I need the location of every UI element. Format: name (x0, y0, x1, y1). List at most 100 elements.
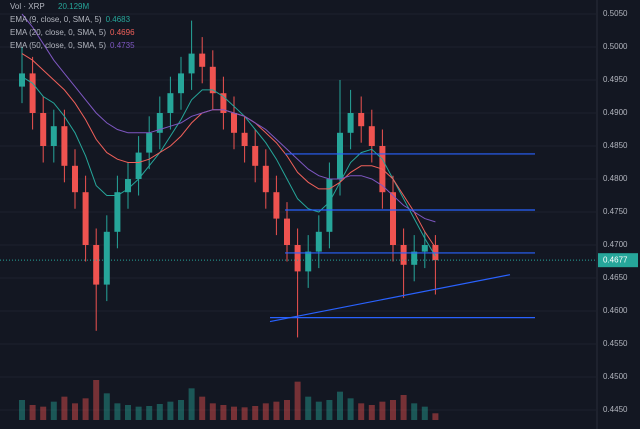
candle-body (156, 113, 163, 133)
y-tick-label: 0.4450 (603, 405, 628, 414)
ema-line (21, 76, 436, 257)
candle-body (114, 192, 121, 232)
candle-body (82, 192, 89, 245)
volume-bar (231, 406, 237, 420)
volume-bar (241, 407, 248, 420)
volume (19, 380, 439, 420)
candle-body (29, 73, 36, 113)
volume-bar (199, 396, 206, 420)
volume-bar (284, 400, 290, 420)
volume-bar (209, 403, 216, 420)
volume-bar (315, 401, 322, 420)
candle-body (40, 113, 47, 146)
legend-value: 0.4683 (106, 15, 131, 24)
candle-body (284, 218, 290, 245)
legend-value: 0.4696 (110, 28, 135, 37)
ema-line (21, 13, 436, 223)
candle-body (368, 126, 375, 146)
candle-body (273, 192, 280, 219)
volume-bar (167, 401, 174, 420)
volume-bar (40, 406, 47, 420)
candle-body (220, 93, 227, 113)
candle-body (252, 146, 259, 166)
legend-entry: EMA (9, close, 0, SMA, 5) (10, 15, 102, 24)
candle-body (347, 113, 354, 133)
volume-bar (400, 395, 407, 420)
candle-body (125, 179, 131, 193)
candle-body (358, 113, 365, 127)
y-tick-label: 0.4600 (603, 306, 628, 315)
volume-bar (347, 398, 354, 420)
volume-bar (82, 398, 89, 420)
candle-body (61, 126, 68, 166)
y-tick-label: 0.5050 (603, 9, 628, 18)
y-tick-label: 0.4750 (603, 207, 628, 216)
candle-body (241, 132, 248, 146)
candle-body (199, 53, 206, 67)
legend: Vol · XRP 20.129M EMA (9, close, 0, SMA,… (10, 2, 135, 50)
candle-body (103, 231, 110, 285)
y-tick-label: 0.4700 (603, 240, 628, 249)
legend-vol: Vol · XRP (10, 2, 45, 11)
trendline (269, 274, 511, 323)
volume-bar (379, 401, 386, 420)
last-price-box (598, 253, 638, 268)
candle-body (188, 53, 195, 74)
volume-bar (305, 396, 312, 420)
candle-body (72, 165, 78, 193)
volume-bar (114, 403, 121, 420)
volume-bar (273, 401, 280, 420)
candle-body (178, 73, 184, 94)
last-price-label: 0.4677 (603, 255, 628, 264)
candles (19, 20, 439, 338)
candle-body (390, 192, 396, 245)
volume-bar (50, 401, 57, 420)
candle-body (167, 93, 174, 113)
y-tick-label: 0.4550 (603, 339, 628, 348)
volume-bar (220, 405, 227, 420)
y-tick-label: 0.4650 (603, 273, 628, 282)
candle-body (135, 152, 142, 179)
candle-body (305, 251, 312, 272)
volume-bar (326, 400, 333, 420)
volume-bar (368, 405, 375, 420)
candle-body (411, 251, 418, 265)
candle-body (337, 132, 343, 179)
volume-bar (146, 406, 153, 420)
legend-entry: EMA (50, close, 0, SMA, 5) (10, 41, 106, 50)
volume-bar (135, 406, 142, 420)
volume-bar (178, 400, 184, 420)
candle-body (294, 245, 301, 272)
volume-bar (294, 381, 301, 420)
candle-body (262, 165, 269, 193)
volume-bar (421, 406, 428, 420)
volume-bar (29, 405, 36, 420)
volume-bar (262, 403, 269, 420)
legend-value: 0.4735 (110, 41, 135, 50)
volume-bar (72, 403, 78, 420)
candle-body (326, 179, 333, 232)
volume-bar (358, 403, 365, 420)
candle-body (231, 113, 237, 133)
candle-body (421, 245, 428, 252)
legend-vol-value: 20.129M (58, 2, 89, 11)
price-axis: 0.4450 0.4500 0.4550 0.4600 0.4650 0.4700 0.47… (598, 9, 638, 414)
y-tick-label: 0.4950 (603, 75, 628, 84)
volume-bar (125, 405, 131, 420)
volume-bar (19, 400, 25, 420)
volume-bar (252, 406, 259, 420)
candle-body (400, 245, 407, 265)
y-tick-label: 0.4800 (603, 174, 628, 183)
grid (0, 13, 597, 411)
y-tick-label: 0.4850 (603, 141, 628, 150)
volume-bar (337, 391, 343, 420)
candle-body (93, 245, 100, 285)
volume-bar (93, 380, 100, 420)
volume-bar (156, 404, 163, 420)
volume-bar (61, 396, 68, 420)
volume-bar (188, 388, 195, 420)
volume-bar (432, 413, 439, 420)
candle-body (209, 66, 216, 94)
